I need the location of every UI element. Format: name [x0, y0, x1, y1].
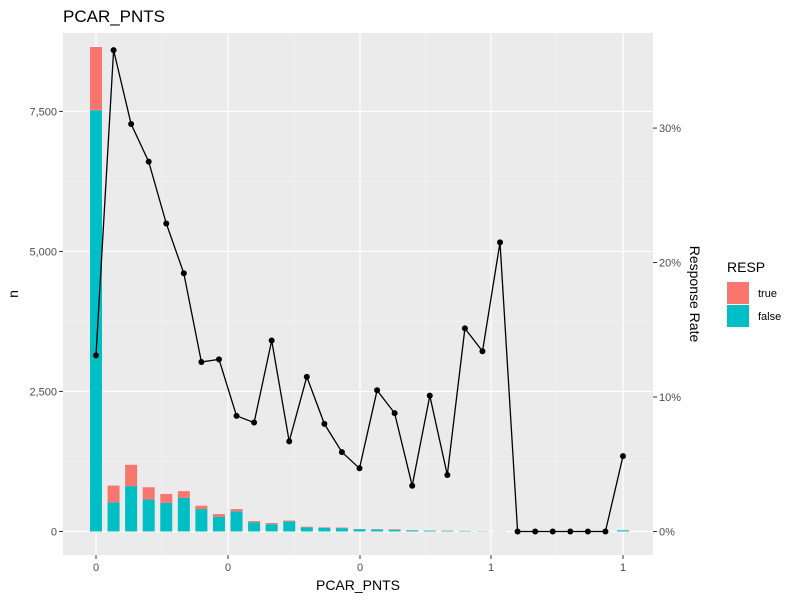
x-tick-label: 1: [488, 562, 494, 574]
axis-ticks: 0 2,500 5,000 7,500 0% 10% 20% 30% 0 0 0 1 1: [29, 106, 681, 574]
response-rate-point: [549, 528, 556, 535]
bar-true: [195, 505, 208, 510]
y-axis-title: n: [5, 290, 21, 298]
bar-false: [90, 110, 102, 532]
bar-false: [107, 502, 120, 532]
y2-tick-label: 0%: [659, 526, 675, 538]
response-rate-point: [391, 410, 398, 417]
bar-true: [90, 47, 102, 111]
y2-tick-label: 30%: [659, 123, 681, 135]
response-rate-point: [198, 359, 205, 366]
bar-false: [265, 524, 278, 532]
response-rate-point: [93, 352, 99, 359]
response-rate-point: [584, 528, 591, 535]
legend-key-false: [727, 305, 749, 327]
response-rate-point: [215, 356, 222, 363]
chart-title: PCAR_PNTS: [63, 7, 165, 26]
response-rate-point: [514, 528, 521, 535]
bar-false: [177, 497, 190, 532]
response-rate-point: [602, 528, 609, 535]
response-rate-point: [303, 373, 310, 380]
legend-title: RESP: [727, 259, 765, 275]
grid-lines: [63, 33, 653, 555]
bar-false: [195, 509, 208, 532]
bar-true: [248, 521, 261, 523]
x-tick-label: 1: [620, 562, 626, 574]
response-rate-point: [180, 270, 187, 277]
response-rate-point: [128, 121, 135, 128]
bar-false: [142, 499, 155, 532]
bar-false: [441, 530, 454, 532]
bar-false: [160, 502, 173, 532]
y2-tick-label: 10%: [659, 392, 681, 404]
response-rate-point: [251, 419, 258, 426]
x-axis-title: PCAR_PNTS: [316, 577, 400, 593]
y-tick-label: 7,500: [29, 106, 57, 118]
y2-axis-title: Response Rate: [687, 246, 703, 343]
response-rate-point: [374, 387, 381, 394]
bar-false: [283, 521, 296, 532]
x-tick-label: 0: [225, 562, 231, 574]
bar-false: [230, 511, 243, 532]
x-tick-label: 0: [357, 562, 363, 574]
bar-false: [335, 528, 348, 532]
response-rate-point: [145, 158, 152, 165]
bar-true: [212, 514, 225, 517]
bar-false: [248, 522, 261, 532]
response-rate-point: [461, 325, 468, 332]
bar-true: [265, 523, 278, 525]
response-rate-point: [110, 47, 117, 54]
legend: RESP true false: [727, 259, 781, 327]
response-rate-point: [532, 528, 539, 535]
bar-false: [300, 527, 313, 532]
response-rate-point: [426, 392, 433, 399]
response-rate-point: [356, 465, 363, 472]
bar-true: [177, 491, 190, 498]
response-rate-point: [409, 482, 416, 489]
bar-true: [160, 493, 173, 503]
response-rate-point: [479, 348, 486, 355]
bar-false: [318, 527, 331, 532]
response-rate-point: [268, 337, 275, 344]
response-rate-point: [286, 438, 293, 445]
bar-true: [283, 520, 296, 522]
bar-true: [107, 485, 120, 503]
bar-false: [617, 530, 629, 532]
bar-true: [318, 527, 331, 528]
bar-true: [125, 464, 138, 487]
response-rate-point: [233, 412, 240, 419]
bar-false: [406, 530, 419, 532]
bar-false: [353, 529, 366, 532]
bars: [90, 47, 629, 532]
response-rate-point: [444, 471, 451, 478]
x-tick-label: 0: [93, 562, 99, 574]
bar-true: [335, 527, 348, 529]
response-rate-point: [567, 528, 574, 535]
bar-false: [371, 529, 384, 532]
bar-false: [125, 486, 138, 532]
y-tick-label: 0: [51, 526, 57, 538]
bar-true: [300, 526, 313, 528]
response-rate-point: [338, 449, 345, 456]
bar-false: [212, 516, 225, 532]
bar-true: [142, 487, 155, 500]
response-rate-point: [163, 220, 170, 227]
bar-false: [423, 530, 436, 532]
legend-label-false: false: [758, 311, 781, 323]
response-rate-point: [620, 453, 626, 460]
response-rate-point: [497, 239, 504, 246]
response-rate-points: [93, 47, 626, 535]
legend-label-true: true: [758, 288, 777, 300]
bar-false: [388, 529, 401, 532]
response-rate-point: [321, 420, 328, 427]
legend-key-true: [727, 282, 749, 304]
y-tick-label: 2,500: [29, 386, 57, 398]
y2-tick-label: 20%: [659, 258, 681, 270]
bar-true: [230, 509, 243, 512]
y-tick-label: 5,000: [29, 246, 57, 258]
bar-true: [388, 529, 401, 530]
